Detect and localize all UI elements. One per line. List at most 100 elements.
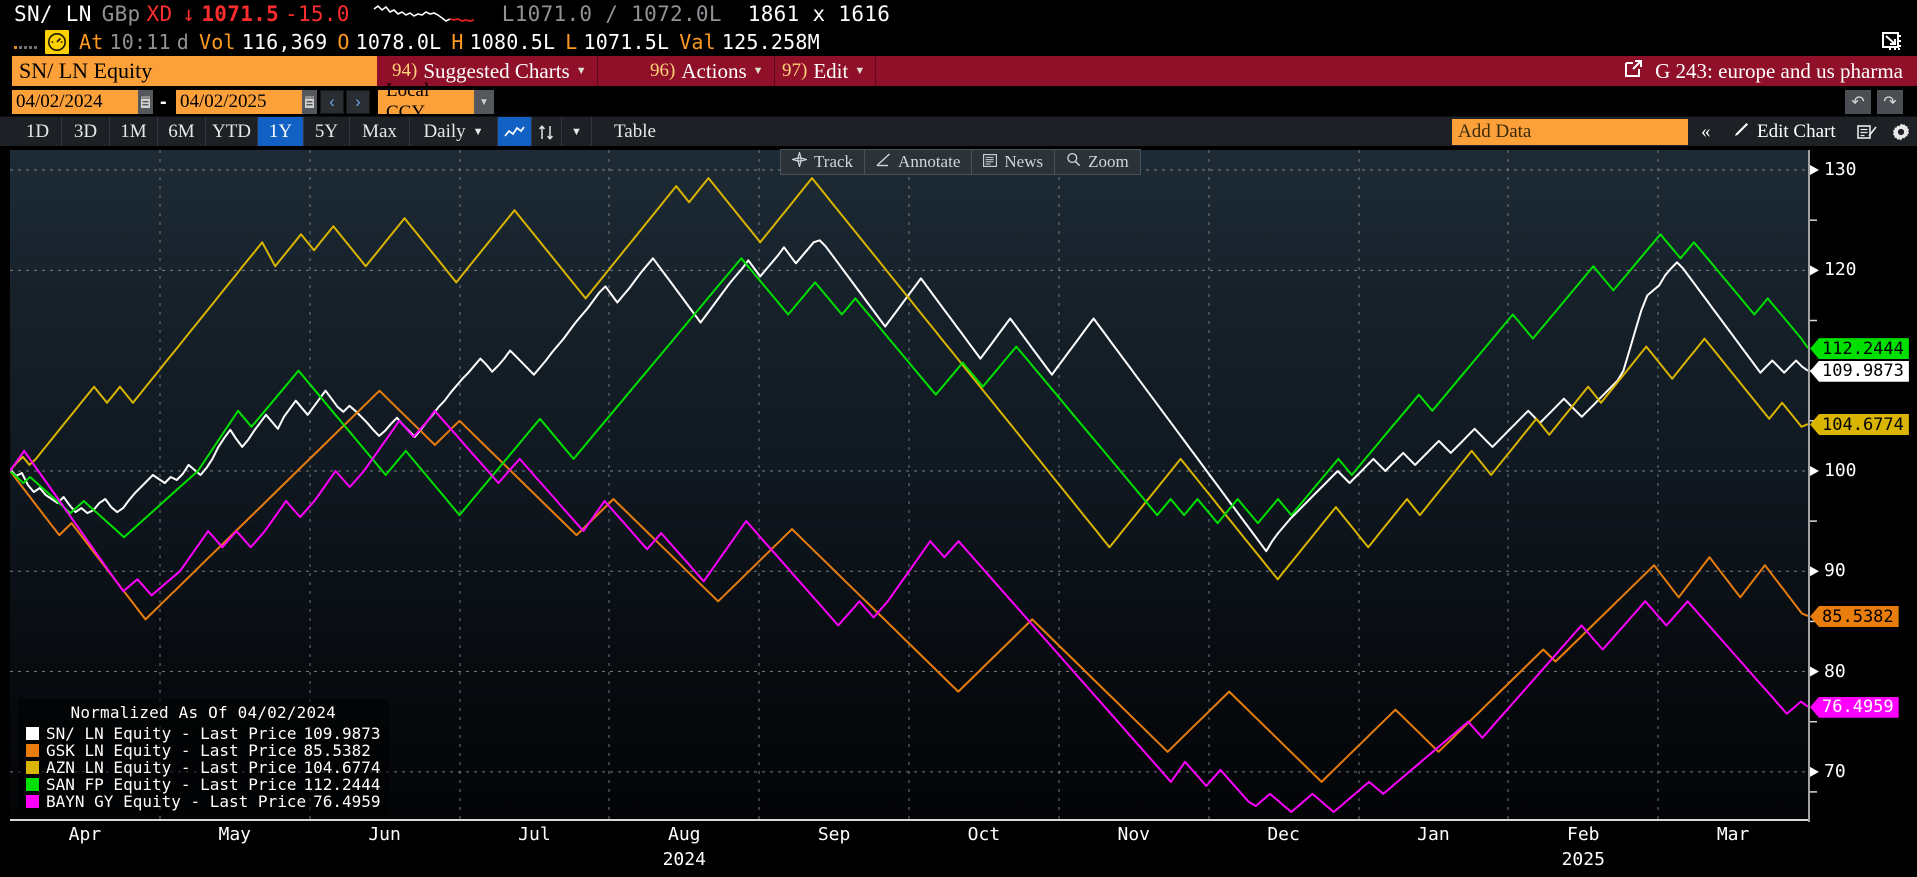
edit-chart-button[interactable]: Edit Chart — [1724, 117, 1845, 147]
legend-item[interactable]: AZN LN Equity - Last Price 104.6774 — [26, 758, 381, 777]
more-options-chevron-icon[interactable]: ▼ — [562, 117, 592, 147]
chart-type-line-icon[interactable] — [498, 117, 532, 147]
redo-button[interactable]: ↷ — [1877, 90, 1903, 114]
chevron-down-icon: ▼ — [472, 126, 484, 138]
x-tick-label: Nov — [1117, 824, 1151, 845]
track-label: Track — [814, 152, 854, 171]
x-tick-label: Oct — [967, 824, 1001, 845]
period-ytd[interactable]: YTD — [206, 117, 258, 147]
legend-series-value: 104.6774 — [303, 758, 381, 777]
legend-item[interactable]: SN/ LN Equity - Last Price 109.9873 — [26, 724, 381, 743]
pencil-icon — [1733, 121, 1750, 144]
chart-series-svg — [10, 150, 1808, 822]
date-next-button[interactable]: › — [346, 90, 370, 114]
security-input[interactable]: SN/ LN Equity — [12, 56, 377, 86]
legend-item[interactable]: BAYN GY Equity - Last Price 76.4959 — [26, 792, 381, 811]
news-tool-button[interactable]: News — [972, 150, 1056, 174]
menu-number: 97) — [782, 60, 808, 81]
y-tick-label: 90 — [1824, 560, 1846, 582]
price-tag: 85.5382 — [1810, 606, 1899, 627]
y-tick-label: 70 — [1824, 760, 1846, 782]
series-line — [10, 409, 1808, 813]
annotations-icon[interactable] — [1848, 117, 1886, 147]
menu-label: Edit — [813, 58, 849, 83]
series-line — [10, 389, 1808, 783]
period-1y[interactable]: 1Y — [258, 117, 304, 147]
menu-label: Suggested Charts — [423, 58, 570, 83]
track-tool-button[interactable]: Track — [781, 150, 866, 174]
price-tag: 109.9873 — [1810, 360, 1909, 382]
bid-ask-sizes: 1861 x 1616 — [747, 2, 891, 26]
chart-legend: Normalized As Of 04/02/2024 SN/ LN Equit… — [18, 699, 389, 814]
high-label: H — [451, 30, 464, 54]
table-button[interactable]: Table — [614, 121, 656, 142]
ticker-symbol[interactable]: SN/ LN — [14, 2, 92, 26]
legend-series-value: 109.9873 — [303, 724, 381, 743]
price-tag: 76.4959 — [1810, 696, 1899, 718]
legend-item[interactable]: GSK LN Equity - Last Price 85.5382 — [26, 741, 381, 760]
undo-button[interactable]: ↶ — [1845, 90, 1871, 114]
legend-title: Normalized As Of 04/02/2024 — [70, 703, 337, 722]
x-axis: Apr May Jun Jul Aug 2024 Sep Oct Nov Dec Jan Feb 202… — [0, 819, 1917, 877]
legend-rows: SN/ LN Equity - Last Price 109.9873 GSK LN… — [26, 724, 381, 811]
legend-color-swatch — [26, 778, 39, 791]
price-tag: 104.6774 — [1810, 414, 1909, 436]
series-line — [10, 239, 1808, 553]
collapse-panel-button[interactable]: « — [1701, 121, 1711, 142]
news-label: News — [1004, 152, 1044, 171]
currency-chevron-down-icon[interactable]: ▼ — [474, 90, 494, 114]
zoom-tool-button[interactable]: Zoom — [1055, 150, 1140, 174]
legend-series-value: 76.4959 — [313, 792, 381, 811]
y-tick-label: 100 — [1824, 459, 1857, 481]
interval-select[interactable]: Daily ▼ — [410, 117, 498, 147]
y-tick-label: 80 — [1824, 660, 1846, 682]
currency-mode-select[interactable]: Local CCY — [378, 80, 474, 123]
period-max[interactable]: Max — [350, 117, 410, 147]
gear-icon[interactable] — [1882, 117, 1917, 147]
ticker-currency: GBp — [101, 2, 141, 26]
chart-overlay-toolbar: Track Annotate News Zoom — [780, 149, 1141, 175]
menu-edit[interactable]: 97) Edit ▼ — [772, 56, 877, 86]
menu-number: 96) — [650, 60, 676, 81]
end-date-input[interactable]: 04/02/2025 — [176, 90, 302, 114]
date-range-separator: - — [160, 91, 167, 113]
period-1m[interactable]: 1M — [110, 117, 158, 147]
y-axis-ticks — [1808, 150, 1819, 822]
menu-suggested-charts[interactable]: 94) Suggested Charts ▼ — [382, 56, 598, 86]
x-tick-label: Jun — [368, 824, 401, 845]
zoom-label: Zoom — [1088, 152, 1129, 171]
period-3d[interactable]: 3D — [62, 117, 110, 147]
x-tick-label: Jan — [1417, 824, 1450, 845]
legend-series-value: 85.5382 — [303, 741, 371, 760]
period-6m[interactable]: 6M — [158, 117, 206, 147]
expand-window-icon[interactable] — [1881, 30, 1907, 54]
x-tick-label: Dec — [1267, 824, 1300, 845]
gauge-icon[interactable] — [45, 30, 69, 54]
menu-actions[interactable]: 96) Actions ▼ — [640, 56, 775, 86]
x-tick-label: Sep — [817, 824, 851, 845]
y-axis: 130 120 100 90 80 70 112.2444 109.9873 104.6774… — [1808, 146, 1917, 826]
at-label: At — [79, 30, 104, 54]
val-label: Val — [679, 30, 716, 54]
start-date-input[interactable]: 04/02/2024 — [12, 90, 138, 114]
x-tick-label: Jul — [518, 824, 551, 845]
start-date-calendar-icon[interactable] — [138, 90, 153, 114]
price-tag: 112.2444 — [1810, 338, 1909, 360]
chevron-down-icon: ▼ — [752, 65, 764, 77]
annotate-tool-button[interactable]: Annotate — [865, 150, 973, 174]
end-date-calendar-icon[interactable] — [302, 90, 317, 114]
document-tab[interactable]: G 243: europe and us pharma — [1608, 56, 1917, 86]
series-line — [10, 233, 1808, 539]
open-label: O — [337, 30, 350, 54]
chart-settings-sliders-icon[interactable] — [532, 117, 562, 147]
external-link-icon — [1624, 59, 1643, 84]
add-data-input[interactable]: Add Data — [1452, 119, 1688, 145]
volume-value: 116,369 — [241, 30, 328, 54]
legend-item[interactable]: SAN FP Equity - Last Price 112.2444 — [26, 775, 381, 794]
period-5y[interactable]: 5Y — [304, 117, 350, 147]
chevron-down-icon: ▼ — [854, 65, 866, 77]
chevron-down-icon: ▼ — [575, 65, 587, 77]
date-range-row: 04/02/2024 - 04/02/2025 ‹ › Local CCY ▼ … — [0, 80, 1917, 123]
date-prev-button[interactable]: ‹ — [320, 90, 344, 114]
period-1d[interactable]: 1D — [14, 117, 62, 147]
